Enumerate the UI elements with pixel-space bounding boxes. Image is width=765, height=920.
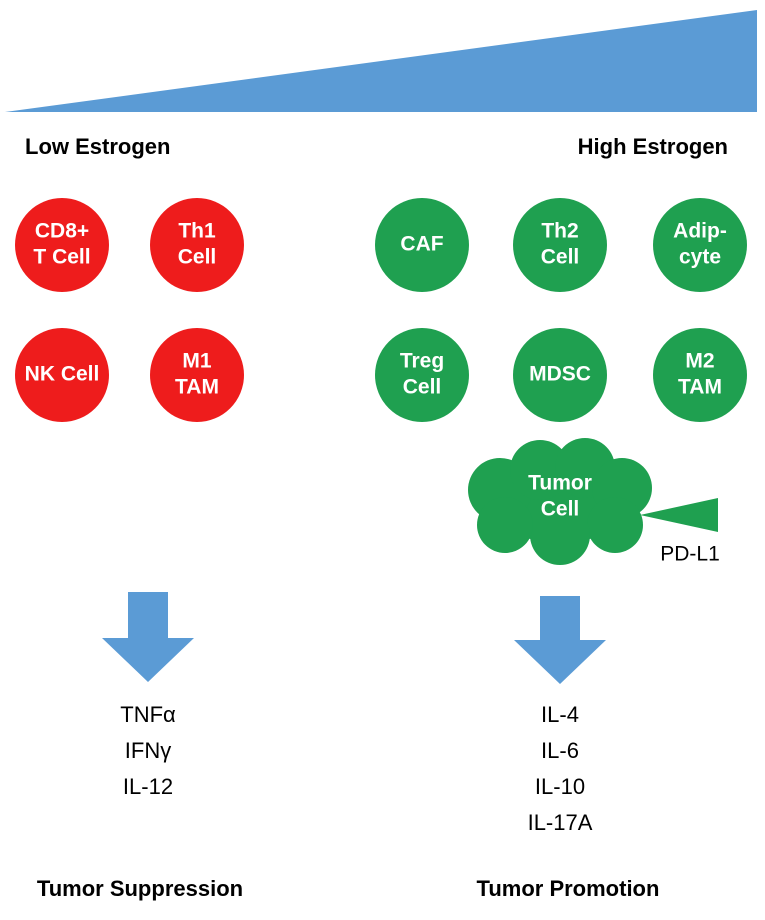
cell-label: M2: [685, 350, 714, 373]
cell: [15, 328, 109, 422]
cell: [513, 328, 607, 422]
tumor-label: Tumor: [528, 472, 592, 495]
cytokine: IL-6: [541, 738, 579, 763]
tumor-cloud: [468, 438, 718, 565]
cell-label: TAM: [678, 376, 722, 399]
tumor-suppression-label: Tumor Suppression: [37, 876, 243, 901]
cell: [15, 198, 109, 292]
cell: [375, 198, 469, 292]
cell-label: Th1: [178, 220, 216, 243]
tumor-promotion-label: Tumor Promotion: [477, 876, 660, 901]
cell-label: Cell: [541, 246, 580, 269]
pd-l1-label: PD-L1: [660, 543, 720, 566]
tumor-label: Cell: [541, 498, 580, 521]
cell: [150, 328, 244, 422]
cell: [150, 198, 244, 292]
cell-label: TAM: [175, 376, 219, 399]
arrow-left: [102, 592, 194, 682]
cell-label: CD8+: [35, 220, 89, 243]
cell-label: Cell: [403, 376, 442, 399]
cytokine: TNFα: [120, 702, 176, 727]
arrow-right: [514, 596, 606, 684]
estrogen-gradient: [5, 10, 757, 112]
low-estrogen-label: Low Estrogen: [25, 134, 170, 159]
cell-label: cyte: [679, 246, 721, 269]
cytokine: IL-10: [535, 774, 585, 799]
cell-label: Cell: [178, 246, 217, 269]
cell-label: CAF: [400, 233, 443, 256]
cell: [513, 198, 607, 292]
cell: [653, 328, 747, 422]
cell: [375, 328, 469, 422]
high-estrogen-label: High Estrogen: [578, 134, 728, 159]
cell-label: NK Cell: [25, 363, 100, 386]
cell-label: Adip-: [673, 220, 727, 243]
cytokine: IFNγ: [125, 738, 171, 763]
cell-label: Treg: [400, 350, 444, 373]
cytokine: IL-17A: [528, 810, 593, 835]
cytokine: IL-4: [541, 702, 579, 727]
cell-label: Th2: [541, 220, 578, 243]
cell-label: T Cell: [33, 246, 90, 269]
cell-label: MDSC: [529, 363, 591, 386]
cell: [653, 198, 747, 292]
cell-label: M1: [182, 350, 211, 373]
cytokine: IL-12: [123, 774, 173, 799]
